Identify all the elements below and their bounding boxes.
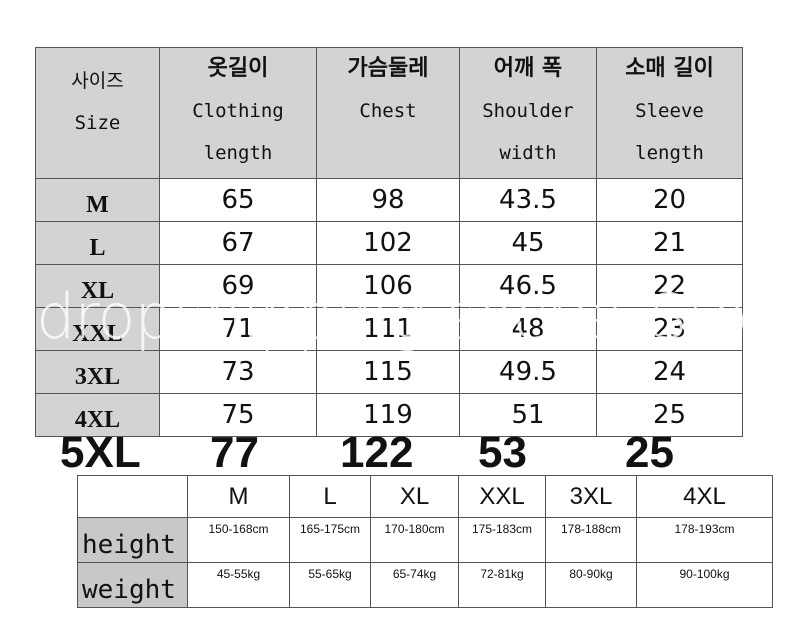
size-header: XL: [370, 475, 459, 518]
header-en: Chest: [359, 100, 417, 122]
fit-row: weight 45-55kg 55-65kg 65-74kg 72-81kg 80-90k…: [77, 562, 773, 608]
size-header: M: [187, 475, 290, 518]
size-label: L: [35, 221, 160, 265]
header-ko: 소매 길이: [625, 56, 714, 81]
table-row: 4XL 75 119 51 25: [35, 393, 743, 437]
size-label: XXL: [35, 307, 160, 351]
fit-value: 90-100kg: [636, 562, 773, 608]
header-clothing-length: 옷길이 Clothing length: [159, 47, 317, 179]
measurement-cell: 73: [159, 350, 317, 394]
measurement-cell: 106: [316, 264, 460, 308]
header-sleeve-length: 소매 길이 Sleeve length: [596, 47, 743, 179]
measurement-cell: 48: [459, 307, 597, 351]
header-size: 사이즈 Size: [35, 47, 160, 179]
measurement-cell: 119: [316, 393, 460, 437]
fit-value: 65-74kg: [370, 562, 459, 608]
size-header: 3XL: [545, 475, 637, 518]
header-en: Sleeve: [635, 100, 704, 122]
size-label: 4XL: [35, 393, 160, 437]
size-label: XL: [35, 264, 160, 308]
size-5xl-value: 25: [625, 428, 674, 477]
size-label: 3XL: [35, 350, 160, 394]
header-ko: 사이즈: [71, 70, 124, 92]
fit-value: 80-90kg: [545, 562, 637, 608]
measurement-cell: 22: [596, 264, 743, 308]
fit-label: height: [77, 517, 188, 563]
size-header: XXL: [458, 475, 546, 518]
fit-value: 165-175cm: [289, 517, 371, 563]
measurement-cell: 23: [596, 307, 743, 351]
fit-value: 45-55kg: [187, 562, 290, 608]
header-ko: 어깨 폭: [493, 56, 563, 81]
measurement-cell: 46.5: [459, 264, 597, 308]
table-row: M 65 98 43.5 20: [35, 178, 743, 222]
size-label: M: [35, 178, 160, 222]
measurement-cell: 24: [596, 350, 743, 394]
fit-value: 72-81kg: [458, 562, 546, 608]
header-chest: 가슴둘레 Chest: [316, 47, 460, 179]
measurement-cell: 45: [459, 221, 597, 265]
measurement-cell: 25: [596, 393, 743, 437]
size-5xl-label: 5XL: [60, 428, 141, 477]
header-row: 사이즈 Size 옷길이 Clothing length 가슴둘레 Chest 어깨 폭…: [35, 47, 743, 179]
header-ko: 가슴둘레: [347, 56, 429, 81]
measurement-cell: 115: [316, 350, 460, 394]
measurement-cell: 111: [316, 307, 460, 351]
fit-value: 150-168cm: [187, 517, 290, 563]
table-row: XXL 71 111 48 23: [35, 307, 743, 351]
measurement-cell: 67: [159, 221, 317, 265]
fit-label: weight: [77, 562, 188, 608]
measurement-cell: 43.5: [459, 178, 597, 222]
size-chart-table: 사이즈 Size 옷길이 Clothing length 가슴둘레 Chest 어깨 폭…: [35, 47, 743, 437]
header-en: width: [499, 142, 557, 164]
fit-value: 55-65kg: [289, 562, 371, 608]
header-en: Size: [74, 112, 121, 134]
fit-value: 175-183cm: [458, 517, 546, 563]
measurement-cell: 51: [459, 393, 597, 437]
fit-table: M L XL XXL 3XL 4XL height 150-168cm 165-175cm 17…: [77, 475, 773, 608]
table-row: XL 69 106 46.5 22: [35, 264, 743, 308]
header-shoulder-width: 어깨 폭 Shoulder width: [459, 47, 597, 179]
fit-header-row: M L XL XXL 3XL 4XL: [77, 475, 773, 518]
measurement-cell: 102: [316, 221, 460, 265]
size-5xl-value: 53: [478, 428, 527, 477]
table-row: 3XL 73 115 49.5 24: [35, 350, 743, 394]
measurement-cell: 65: [159, 178, 317, 222]
measurement-cell: 71: [159, 307, 317, 351]
header-ko: 옷길이: [207, 56, 269, 81]
size-header: 4XL: [636, 475, 773, 518]
fit-value: 170-180cm: [370, 517, 459, 563]
header-en: Shoulder: [482, 100, 574, 122]
size-5xl-value: 77: [210, 428, 259, 477]
measurement-cell: 20: [596, 178, 743, 222]
fit-row: height 150-168cm 165-175cm 170-180cm 175-183…: [77, 517, 773, 563]
fit-value: 178-188cm: [545, 517, 637, 563]
measurement-cell: 49.5: [459, 350, 597, 394]
measurement-cell: 98: [316, 178, 460, 222]
measurement-cell: 69: [159, 264, 317, 308]
empty-cell: [77, 475, 188, 518]
header-en: length: [635, 142, 704, 164]
measurement-cell: 21: [596, 221, 743, 265]
header-en: length: [203, 142, 273, 164]
size-header: L: [289, 475, 371, 518]
fit-value: 178-193cm: [636, 517, 773, 563]
table-row: L 67 102 45 21: [35, 221, 743, 265]
header-en: Clothing: [192, 100, 284, 122]
size-5xl-value: 122: [340, 428, 414, 477]
